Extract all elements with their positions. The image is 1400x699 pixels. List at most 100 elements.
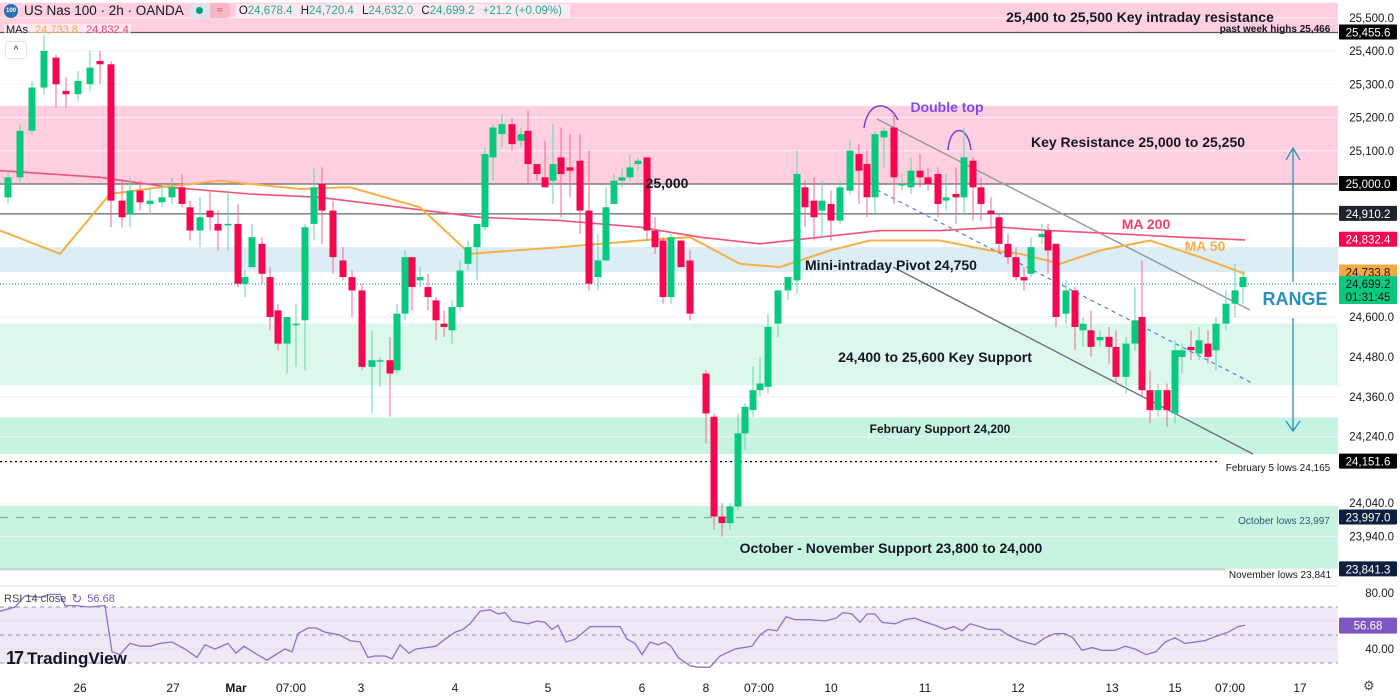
candle — [1096, 336, 1104, 341]
annotation-text: Mini-intraday Pivot 24,750 — [805, 257, 977, 273]
candle — [960, 157, 968, 198]
price-tick: 24,600.0 — [1349, 312, 1394, 324]
annotation-text: 25,400 to 25,500 Key intraday resistance — [1006, 9, 1274, 25]
bar-countdown: 01:31:45 — [1346, 292, 1391, 304]
rsi-pane[interactable] — [0, 585, 1400, 668]
settings-gear-icon[interactable]: ⚙ — [1363, 678, 1375, 693]
candle — [934, 174, 942, 204]
candlesticks — [4, 31, 1247, 537]
candle — [827, 203, 835, 221]
candle — [667, 237, 675, 298]
double-top-arc-1 — [863, 105, 899, 129]
svg-text:56.68: 56.68 — [1354, 621, 1383, 633]
rsi-legend[interactable]: RSI 14 close ↻ 56.68 — [4, 591, 115, 607]
candle — [541, 177, 549, 188]
candle — [718, 516, 726, 524]
candle — [258, 243, 266, 274]
candle — [863, 164, 871, 198]
candle — [1105, 336, 1113, 347]
rsi-value: 56.68 — [87, 593, 115, 605]
candle — [1044, 230, 1052, 251]
candle — [726, 506, 734, 524]
tradingview-logo[interactable]: 17 TradingView — [6, 648, 127, 669]
symbol-legend[interactable]: 100 US Nas 100 · 2h · OANDA ≈ O24,678.4 … — [4, 3, 570, 18]
candle — [774, 290, 782, 324]
ma50-value: 24,733.8 — [35, 24, 78, 36]
price-tick: 25,500.0 — [1349, 13, 1394, 25]
annotation-text: Key Resistance 25,000 to 25,250 — [1031, 134, 1245, 150]
annotation-text: past week highs 25,466 — [1220, 24, 1331, 35]
candle — [241, 277, 249, 284]
candle — [86, 67, 94, 85]
candle — [517, 134, 525, 141]
price-label-badge — [1339, 264, 1397, 280]
candle — [1020, 277, 1028, 281]
candle — [1112, 346, 1120, 377]
time-tick: 13 — [1105, 681, 1119, 695]
price-label-badge — [1339, 453, 1397, 469]
annotation-text: October - November Support 23,800 to 24,… — [740, 540, 1043, 556]
candle — [907, 170, 915, 188]
descending-support-trendline — [892, 266, 1254, 455]
candle — [28, 87, 36, 131]
annotation-text: Double top — [910, 99, 983, 115]
price-label-badge — [1339, 561, 1397, 577]
candle — [376, 360, 384, 362]
candle — [408, 257, 416, 288]
candle — [524, 130, 532, 165]
price-label-badge — [1339, 24, 1397, 40]
chevron-up-icon: ^ — [13, 44, 19, 56]
candle — [801, 187, 809, 208]
candle — [456, 270, 464, 308]
time-tick: Mar — [225, 681, 247, 695]
candle — [1004, 243, 1012, 258]
candle — [734, 433, 742, 507]
candle — [1154, 390, 1162, 411]
time-axis[interactable]: 26 27 Mar 07:00 3 4 5 6 8 07:00 10 11 12 13 15 07:00 17 — [73, 681, 1307, 695]
candle — [489, 127, 497, 158]
candle — [1087, 330, 1095, 347]
candle — [634, 160, 642, 165]
market-status[interactable]: ≈ — [189, 3, 230, 18]
market-open-icon — [190, 7, 210, 14]
time-tick: 11 — [919, 681, 932, 695]
time-tick: 26 — [73, 681, 87, 695]
time-tick: 07:00 — [1215, 681, 1245, 695]
arrow-down-icon — [1285, 420, 1301, 433]
svg-text:23,997.0: 23,997.0 — [1346, 512, 1391, 524]
svg-text:24,699.2: 24,699.2 — [1346, 279, 1391, 291]
candle — [432, 300, 440, 321]
candle — [1071, 290, 1079, 327]
candle — [1012, 257, 1020, 278]
candle — [310, 187, 318, 224]
annotations: 25,400 to 25,500 Key intraday resistance… — [646, 9, 1332, 581]
candle — [855, 154, 863, 171]
annotation-text: 25,000 — [646, 175, 689, 191]
price-axis[interactable]: 25,500.0 25,400.0 25,300.0 25,200.0 25,100.0… — [1338, 0, 1400, 699]
candle — [1138, 317, 1146, 391]
candle — [339, 260, 347, 278]
candle — [358, 290, 366, 367]
candle — [16, 130, 24, 178]
price-tick: 25,200.0 — [1349, 113, 1394, 125]
candle — [1195, 340, 1203, 354]
candle — [585, 210, 593, 284]
candle — [602, 207, 610, 261]
candle — [1146, 390, 1154, 411]
key-resistance-zone — [0, 105, 1338, 184]
candle — [1079, 323, 1087, 331]
mid-channel-dashed-line — [876, 189, 1253, 384]
collapse-legend-button[interactable]: ^ — [5, 41, 27, 59]
ma-legend[interactable]: MAs 24,733.8 24,832.4 — [4, 24, 131, 36]
time-tick: 12 — [1011, 681, 1025, 695]
price-tick: 23,940.0 — [1349, 531, 1394, 543]
candle — [1062, 290, 1070, 314]
candle — [764, 326, 772, 387]
candle — [62, 90, 70, 95]
symbol-title[interactable]: US Nas 100 · 2h · OANDA — [24, 3, 184, 18]
candle — [416, 277, 424, 281]
candle — [924, 177, 932, 184]
loading-cycle-icon: ↻ — [71, 591, 83, 606]
candle — [301, 227, 309, 321]
